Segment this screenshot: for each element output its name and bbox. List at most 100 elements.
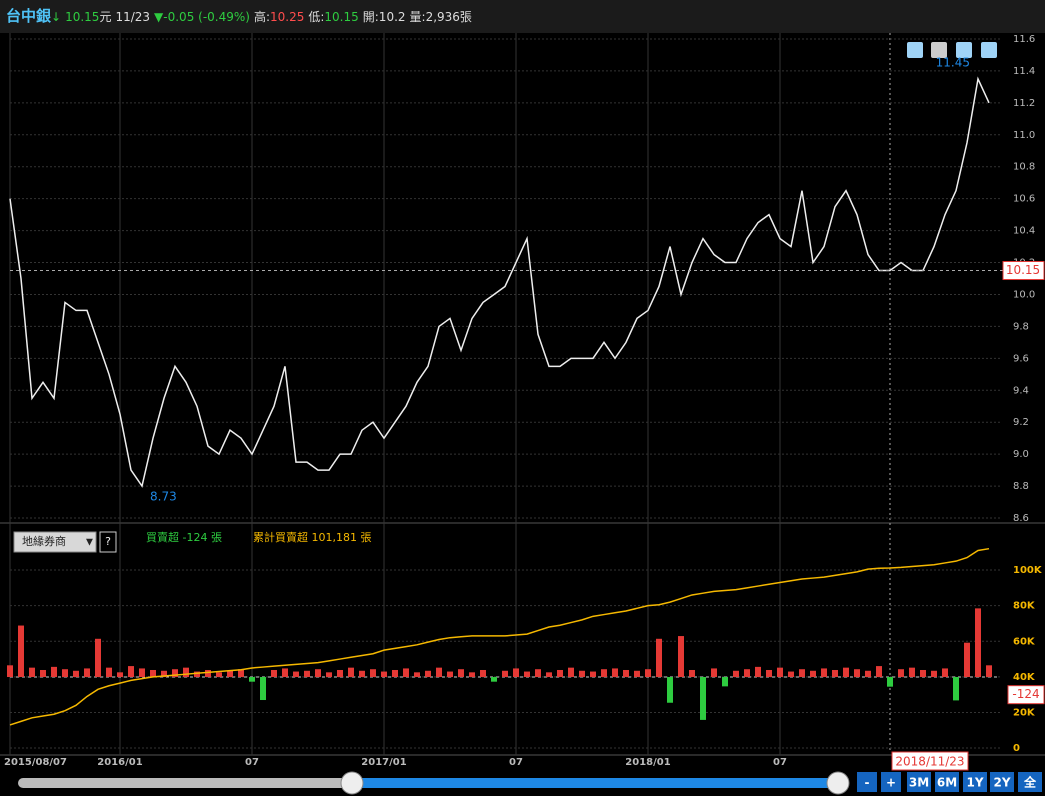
scroll-left[interactable] [340,771,364,795]
net-bar [29,667,35,678]
icon[interactable] [981,42,997,58]
net-bar [161,670,167,678]
icon[interactable] [931,42,947,58]
y-tick-label: 9.6 [1013,353,1029,364]
range-button[interactable] [990,772,1014,792]
net-bar [62,669,68,678]
icon[interactable] [907,42,923,58]
net-bar [183,667,189,678]
net-bar [755,666,761,678]
y-tick-label: 100K [1013,565,1043,576]
net-bar [117,672,123,678]
icon[interactable] [956,42,972,58]
help-label[interactable]: ? [105,535,111,548]
net-bar [524,671,530,678]
selector[interactable] [13,531,97,553]
dropdown-arrow[interactable]: ▼ [86,538,93,548]
net-bar [986,665,992,678]
net-bar [810,670,816,678]
range-button-label[interactable]: 6M [937,776,957,790]
date: 11/23 [115,10,151,24]
y-tick-label: 60K [1013,636,1036,647]
range-button[interactable] [935,772,959,792]
net-bar [348,667,354,678]
range-button[interactable] [1018,772,1042,792]
net-bar [854,669,860,678]
net-bar [447,671,453,678]
net-bar [227,670,233,678]
net-bar [612,668,618,678]
range-button[interactable] [881,772,901,792]
y-tick-label: 8.6 [1013,513,1029,524]
net-bar [172,669,178,678]
net-bar [634,670,640,678]
range-button-label[interactable]: + [886,776,896,790]
price: 10.15 [65,10,100,24]
net-bar [260,677,266,701]
net-bar [458,669,464,678]
stock-name: 台中銀 [6,7,52,25]
x-tick-label: 07 [509,757,523,768]
net-bar [546,672,552,678]
range-button-label[interactable]: 3M [909,776,929,790]
current-price-label: 10.15 [1006,263,1040,277]
net-bar [920,669,926,678]
y-tick-label: 10.8 [1013,162,1035,173]
net-bar [799,669,805,678]
net-bar [689,669,695,678]
net-bar [623,669,629,678]
net-bar [535,669,541,678]
y-tick-label: 9.0 [1013,449,1029,460]
net-bar [975,608,981,678]
net-bar [480,669,486,678]
net-bar [766,669,772,678]
net-bar [876,666,882,678]
range-button[interactable] [857,772,877,792]
y-tick-label: 40K [1013,672,1036,683]
net-bar [491,677,497,682]
scroll-thumb[interactable] [352,778,838,788]
net-value-box [1007,685,1045,705]
range-button-label[interactable]: - [865,776,870,790]
y-tick-label: 9.8 [1013,321,1029,332]
low-marker: 8.73 [150,490,177,504]
range-button[interactable] [963,772,987,792]
net-bar [249,677,255,682]
net-bar [271,669,277,678]
x-tick-label: 07 [773,757,787,768]
net-bar [139,668,145,678]
net-bar [821,668,827,678]
net-bar [84,668,90,678]
net-bar [337,669,343,678]
net-bar [469,672,475,678]
help-button[interactable] [99,531,117,553]
range-button[interactable] [907,772,931,792]
selector-label[interactable]: 地緣券商 [22,534,66,548]
net-bar [601,669,607,678]
net-bar [722,677,728,687]
y-tick-label: 11.4 [1013,66,1035,77]
legend-net: 買賣超 -124 張 [146,530,222,544]
toolbar-icons[interactable] [907,42,997,58]
net-bar [150,669,156,678]
range-button-label[interactable]: 1Y [966,776,983,790]
cumulative-line [9,547,990,726]
y-tick-label: 10.6 [1013,194,1035,205]
range-button-label[interactable]: 2Y [993,776,1010,790]
net-bar [216,672,222,678]
scroll-track[interactable] [18,778,352,788]
y-tick-label: 8.8 [1013,481,1029,492]
x-tick-label: 07 [245,757,259,768]
net-bar [744,669,750,678]
range-button-label[interactable]: 全 [1023,775,1037,790]
net-bar [964,642,970,678]
net-bar [18,625,24,678]
price-line [9,76,990,488]
net-bar [315,669,321,678]
current-price-box [1002,261,1045,281]
net-bar [667,677,673,703]
scroll-right[interactable] [826,771,850,795]
arrow: ↓ [51,10,62,24]
